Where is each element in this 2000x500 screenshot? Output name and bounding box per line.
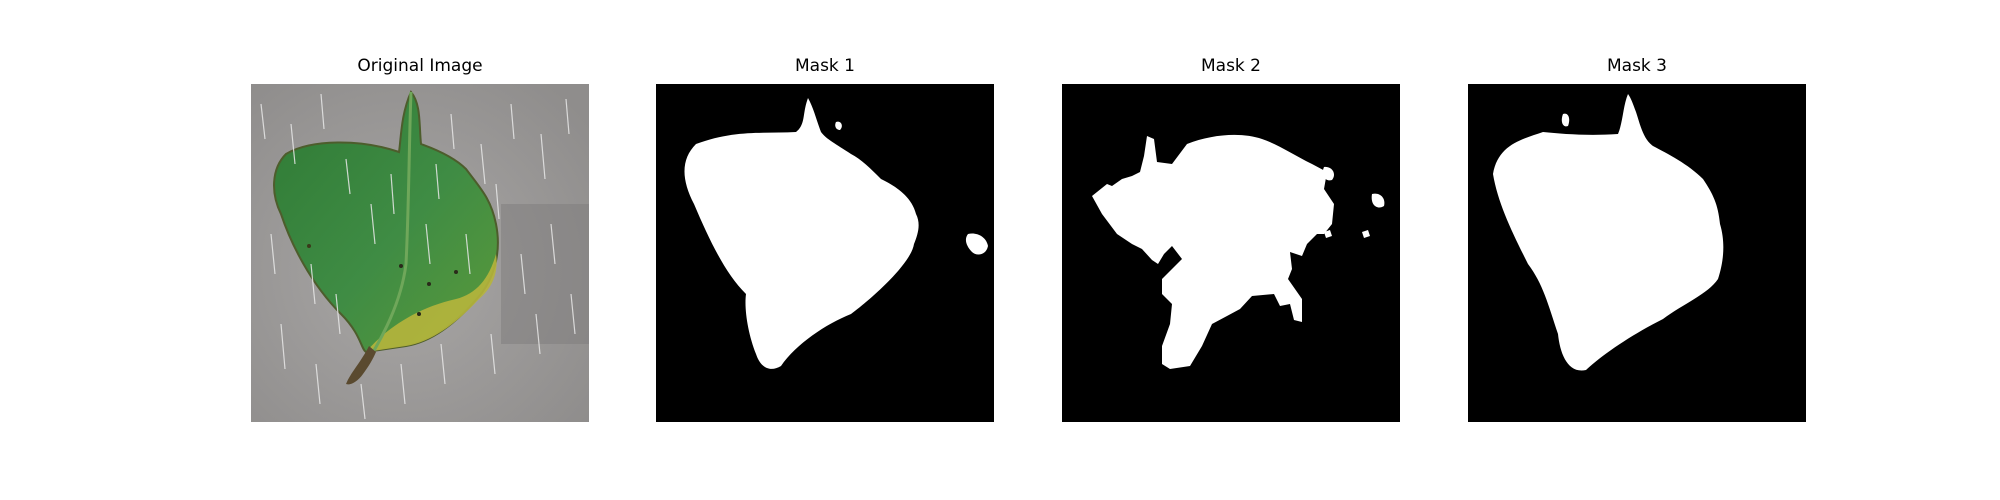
- panel-title: Mask 3: [1606, 56, 1667, 76]
- mask-image: [1468, 84, 1806, 422]
- mask-image: [656, 84, 994, 422]
- mask-image: [1062, 84, 1400, 422]
- panel-title: Mask 2: [1200, 56, 1261, 76]
- panel-title: Original Image: [357, 56, 483, 76]
- leaf-photo: [251, 84, 589, 422]
- panel-title: Mask 1: [794, 56, 855, 76]
